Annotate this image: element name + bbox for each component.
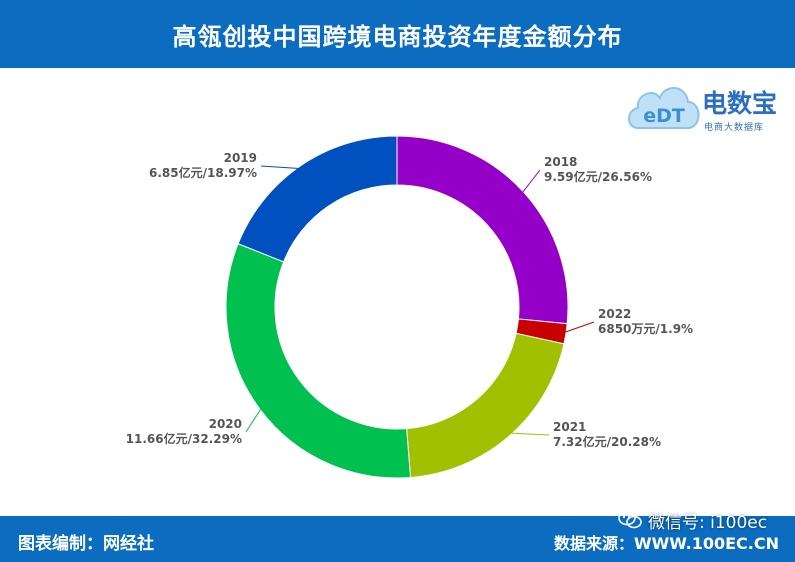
donut-slice-2019 [237,135,398,263]
donut-slice-2020 [225,243,412,479]
slice-label-value-2020: 11.66亿元/32.29% [126,431,242,446]
slice-label-year-2019: 2019 [224,151,257,165]
slice-label-value-2018: 9.59亿元/26.56% [544,169,652,184]
leader-line-2020 [245,405,264,433]
slice-label-year-2020: 2020 [209,417,242,431]
slice-label-year-2018: 2018 [544,155,577,169]
donut-slices [225,135,569,479]
footer-source: 数据来源：WWW.100EC.CN [553,534,779,553]
logo-subtitle: 电商大数据库 [704,123,765,133]
logo-mark-text: eDT [643,105,685,127]
chart-title: 高瓴创投中国跨境电商投资年度金额分布 [172,22,623,51]
leader-line-2021 [506,432,550,436]
slice-label-value-2021: 7.32亿元/20.28% [553,434,661,449]
leader-line-2019 [260,165,304,170]
leader-line-2022 [561,321,595,334]
donut-slice-2021 [406,332,565,479]
wechat-id: 微信号: i100ec [648,512,768,533]
slice-label-year-2021: 2021 [553,420,586,434]
donut-slice-2018 [396,135,569,325]
cloud-logo-icon: eDT [628,87,700,129]
chart-title-bar: 高瓴创投中国跨境电商投资年度金额分布 [0,0,795,68]
edt-logo: eDT 电数宝 电商大数据库 [624,72,794,138]
leader-line-2018 [520,169,541,196]
logo-name: 电数宝 [702,89,778,118]
footer-compiler: 图表编制：网经社 [18,534,154,554]
wechat-watermark: 微信号: i100ec [618,507,767,533]
slice-label-value-2022: 6850万元/1.9% [598,322,693,336]
slice-label-value-2019: 6.85亿元/18.97% [149,165,257,180]
slice-label-year-2022: 2022 [598,307,631,321]
footer-bar: 图表编制：网经社 数据来源：WWW.100EC.CN [0,516,795,562]
wechat-icon [618,510,642,529]
